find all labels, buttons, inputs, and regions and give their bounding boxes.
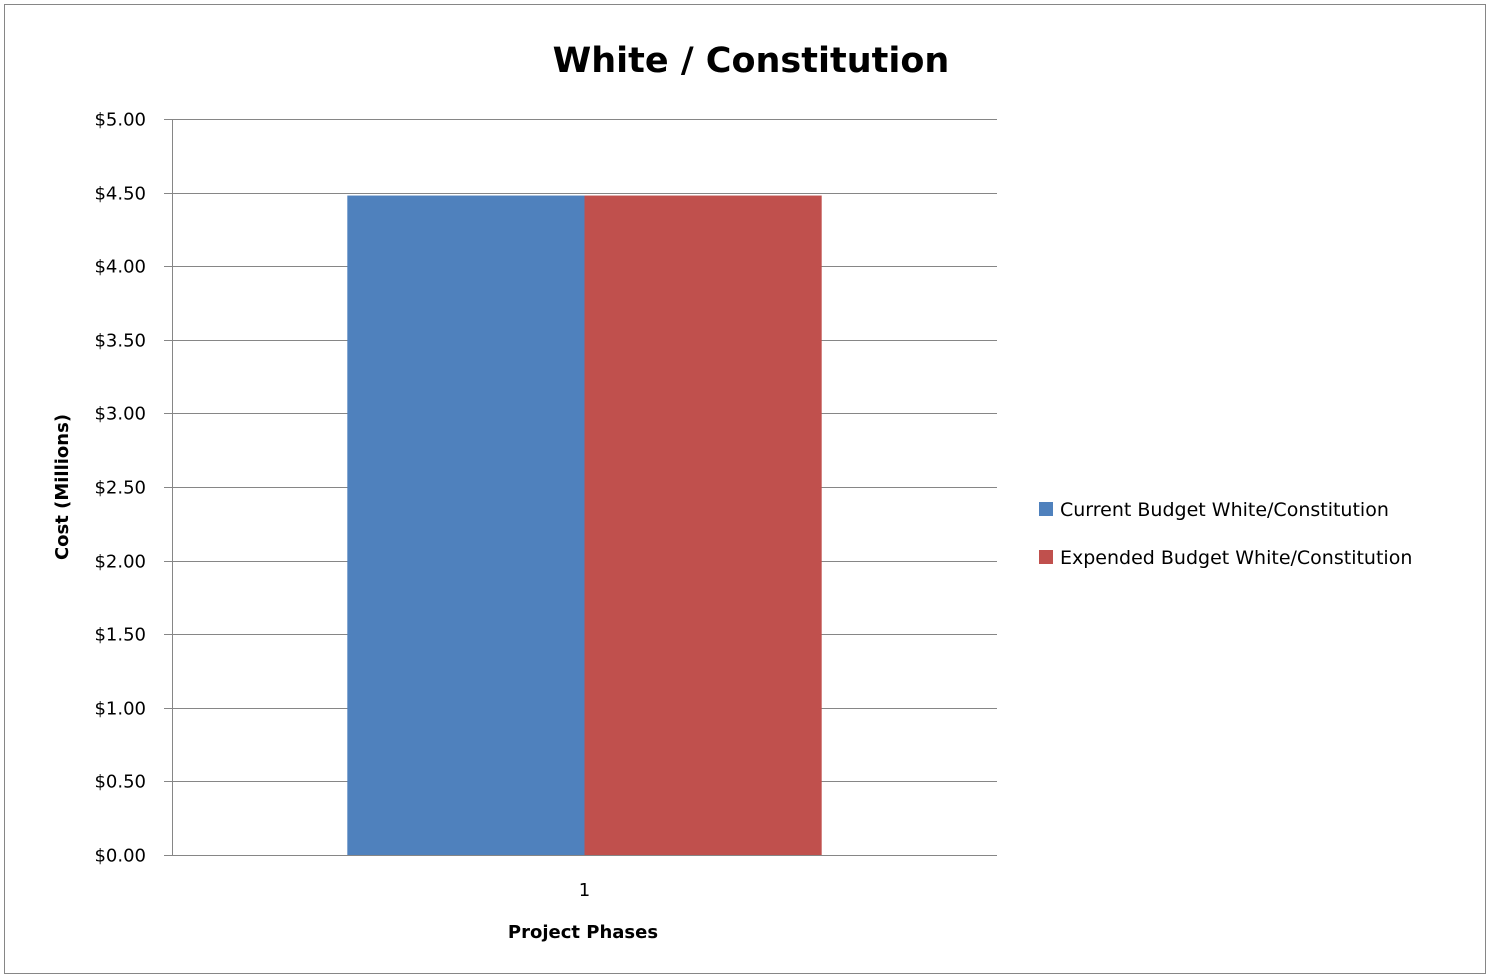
- y-tick-label: $5.00: [94, 110, 146, 131]
- y-tick-label: $1.00: [94, 699, 146, 720]
- y-tick-label: $2.50: [94, 478, 146, 499]
- y-axis-ticks: $0.00 $0.50 $1.00 $1.50 $2.00 $2.50 $3.00 $3.50…: [94, 110, 172, 867]
- legend-swatch: [1039, 550, 1053, 564]
- axes: [172, 119, 997, 856]
- x-tick-label: 1: [579, 880, 590, 901]
- x-axis-ticks: 1: [579, 880, 590, 901]
- y-tick-label: $0.00: [94, 846, 146, 867]
- y-tick-label: $4.00: [94, 257, 146, 278]
- y-tick-label: $1.50: [94, 625, 146, 646]
- y-tick-label: $4.50: [94, 184, 146, 205]
- bar-expended: [584, 195, 822, 855]
- gridlines: [172, 119, 997, 782]
- bar-current: [347, 195, 585, 855]
- legend-swatch: [1039, 502, 1053, 516]
- bars: [347, 195, 822, 855]
- y-axis-title: Cost (Millions): [52, 414, 73, 560]
- legend-label: Expended Budget White/Constitution: [1060, 547, 1412, 569]
- y-tick-label: $3.50: [94, 331, 146, 352]
- y-tick-label: $3.00: [94, 404, 146, 425]
- y-tick-label: $0.50: [94, 772, 146, 793]
- x-axis-title: Project Phases: [508, 922, 658, 943]
- legend: Current Budget White/Constitution Expende…: [1039, 499, 1412, 569]
- chart-title: White / Constitution: [553, 41, 950, 81]
- legend-label: Current Budget White/Constitution: [1060, 499, 1389, 521]
- y-tick-label: $2.00: [94, 552, 146, 573]
